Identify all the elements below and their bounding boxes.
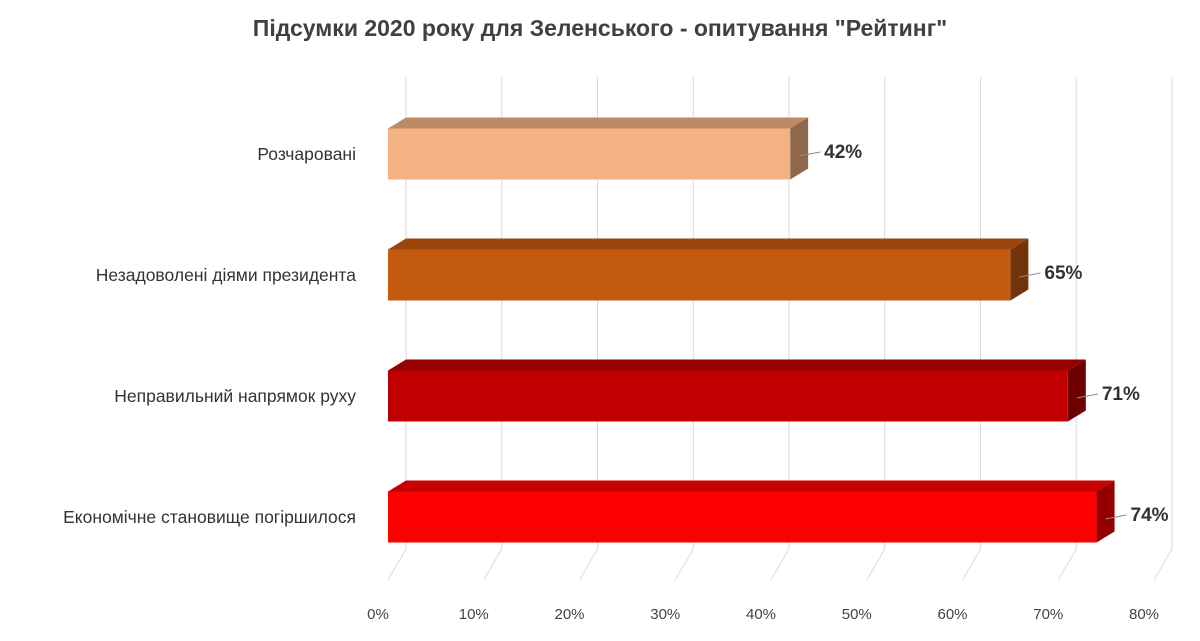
bar-end-face — [1067, 359, 1086, 422]
floor-gridline — [483, 548, 503, 581]
x-tick-label: 20% — [554, 606, 584, 623]
data-label: 42% — [824, 142, 862, 163]
floor-gridline — [1057, 548, 1077, 581]
bar — [388, 128, 791, 180]
floor-gridline — [1153, 548, 1173, 581]
x-tick-label: 40% — [746, 606, 776, 623]
floor-gridline — [962, 548, 981, 581]
bar-end-face — [1096, 480, 1115, 543]
data-label-leader — [1019, 272, 1041, 278]
data-label: 74% — [1131, 505, 1169, 526]
bar — [388, 370, 1068, 422]
bar — [388, 491, 1097, 543]
bar-top-face — [388, 117, 809, 129]
bar-end-face — [790, 117, 809, 180]
data-label: 65% — [1044, 263, 1082, 284]
floor-gridline — [387, 548, 407, 581]
category-label: Незадоволені діями президента — [96, 265, 357, 285]
category-label: Неправильний напрямок руху — [114, 386, 356, 406]
data-label-leader — [1105, 514, 1127, 520]
x-tick-label: 50% — [842, 606, 872, 623]
x-tick-label: 0% — [367, 606, 389, 623]
floor-gridline — [674, 548, 694, 581]
x-tick-label: 70% — [1033, 606, 1063, 623]
x-tick-label: 10% — [459, 606, 489, 623]
bars — [388, 117, 1115, 543]
x-tick-label: 80% — [1129, 606, 1159, 623]
chart-title: Підсумки 2020 року для Зеленського - опи… — [253, 15, 947, 41]
data-labels: 42% 65% 71% 74% — [799, 142, 1169, 526]
category-label: Економічне становище погіршилося — [63, 507, 356, 527]
bar-top-face — [388, 238, 1029, 250]
data-label: 71% — [1102, 384, 1140, 405]
floor-gridline — [770, 548, 790, 581]
bar-top-face — [388, 480, 1115, 492]
floor-gridline — [866, 548, 886, 581]
data-label-leader — [799, 151, 821, 157]
x-axis-tick-labels: 0% 10% 20% 30% 40% 50% 60% 70% 80% — [367, 606, 1159, 623]
x-tick-label: 30% — [650, 606, 680, 623]
data-label-leader — [1076, 393, 1098, 399]
bar-end-face — [1010, 238, 1029, 301]
category-label: Розчаровані — [257, 144, 356, 164]
floor-gridline — [579, 548, 598, 581]
bar — [388, 249, 1011, 301]
category-labels: Розчаровані Незадоволені діями президента… — [63, 144, 356, 527]
bar-top-face — [388, 359, 1086, 371]
x-tick-label: 60% — [937, 606, 967, 623]
